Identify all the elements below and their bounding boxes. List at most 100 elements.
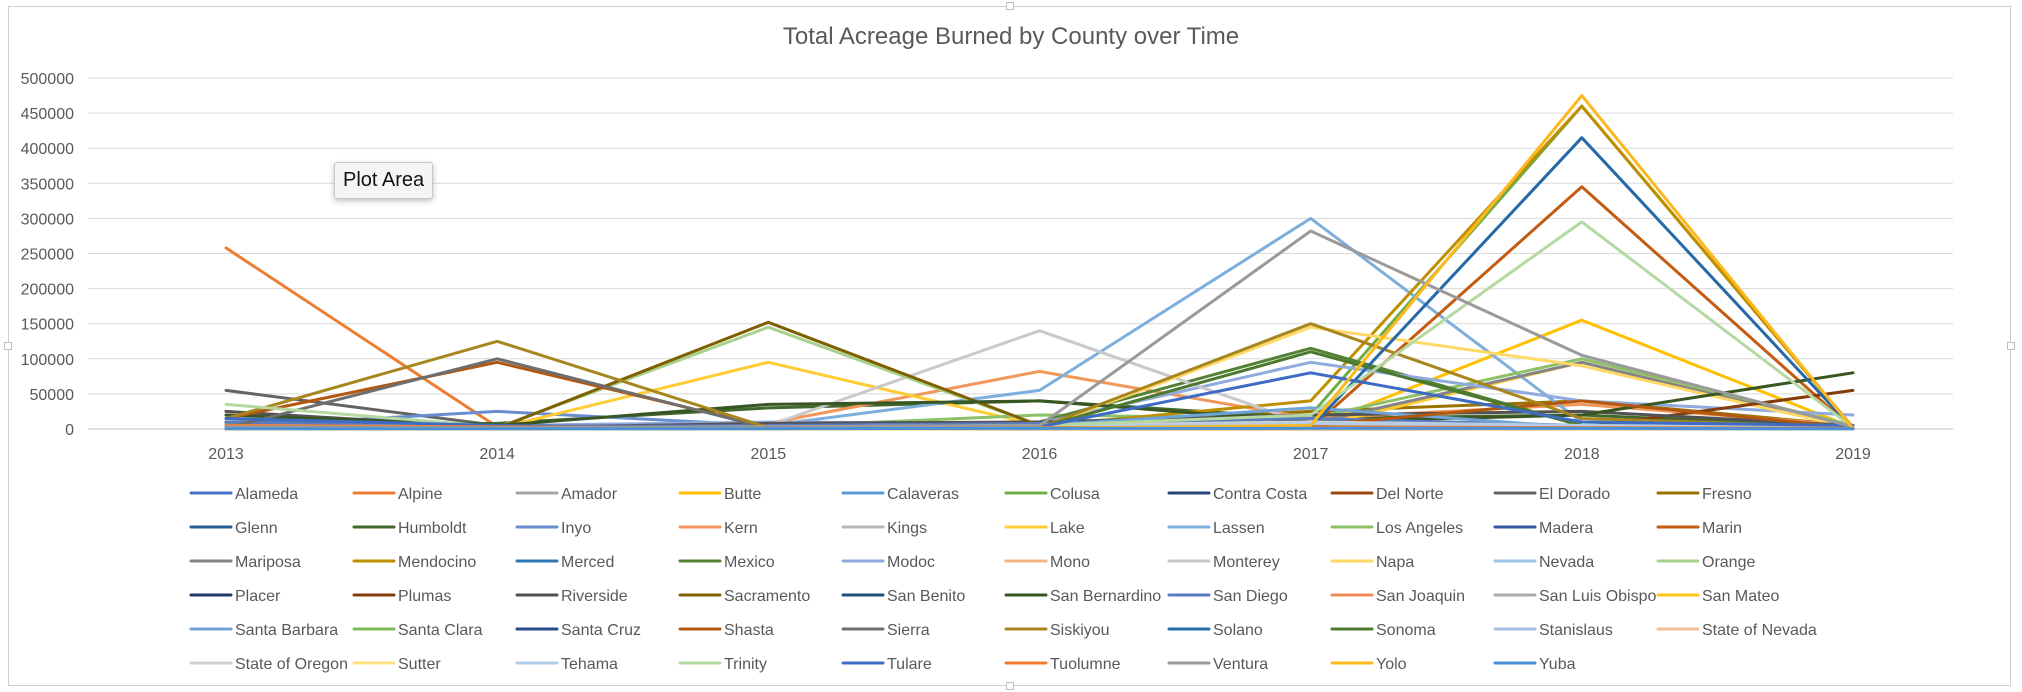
legend-item[interactable]: Placer bbox=[189, 588, 281, 605]
legend-item[interactable]: San Benito bbox=[841, 588, 965, 605]
legend-item[interactable]: Ventura bbox=[1167, 656, 1268, 673]
legend-label: San Mateo bbox=[1702, 588, 1779, 605]
legend-item[interactable]: Napa bbox=[1330, 554, 1414, 571]
legend-item[interactable]: Yolo bbox=[1330, 656, 1407, 673]
series-line-lassen[interactable] bbox=[224, 216, 1855, 430]
legend-label: Del Norte bbox=[1376, 486, 1444, 503]
series-lines[interactable] bbox=[224, 94, 1855, 431]
series-line-yuba[interactable] bbox=[224, 426, 1855, 431]
legend-item[interactable]: Santa Clara bbox=[352, 622, 483, 639]
series-line-colusa[interactable] bbox=[224, 104, 1855, 430]
legend-item[interactable]: State of Nevada bbox=[1656, 622, 1817, 639]
legend-item[interactable]: Madera bbox=[1493, 520, 1593, 537]
legend-item[interactable]: Humboldt bbox=[352, 520, 467, 537]
legend-item[interactable]: Santa Barbara bbox=[189, 622, 338, 639]
legend[interactable]: Alameda Alpine Amador Butte Calaveras Colusa C… bbox=[189, 486, 1817, 673]
legend-label: Tehama bbox=[561, 656, 618, 673]
legend-item[interactable]: Butte bbox=[678, 486, 761, 503]
legend-item[interactable]: San Diego bbox=[1167, 588, 1288, 605]
legend-label: Glenn bbox=[235, 520, 278, 537]
legend-label: San Joaquin bbox=[1376, 588, 1465, 605]
legend-item[interactable]: Amador bbox=[515, 486, 618, 503]
legend-item[interactable]: Contra Costa bbox=[1167, 486, 1307, 503]
legend-label: Tulare bbox=[887, 656, 932, 673]
legend-item[interactable]: Monterey bbox=[1167, 554, 1280, 571]
series-line-yolo[interactable] bbox=[224, 94, 1855, 431]
legend-item[interactable]: Colusa bbox=[1004, 486, 1100, 503]
y-axis: 0 50000 100000 150000 200000 250000 300000 3500… bbox=[21, 71, 74, 439]
legend-item[interactable]: Shasta bbox=[678, 622, 774, 639]
x-tick-label: 2015 bbox=[751, 446, 787, 463]
legend-item[interactable]: Merced bbox=[515, 554, 614, 571]
legend-label: San Diego bbox=[1213, 588, 1288, 605]
legend-item[interactable]: San Bernardino bbox=[1004, 588, 1161, 605]
y-tick-label: 250000 bbox=[21, 247, 74, 264]
legend-label: Los Angeles bbox=[1376, 520, 1463, 537]
resize-handle-left[interactable] bbox=[4, 342, 12, 350]
series-line-marin[interactable] bbox=[224, 185, 1855, 431]
legend-item[interactable]: Santa Cruz bbox=[515, 622, 641, 639]
legend-label: Colusa bbox=[1050, 486, 1100, 503]
legend-item[interactable]: Tuolumne bbox=[1004, 656, 1121, 673]
legend-item[interactable]: State of Oregon bbox=[189, 656, 348, 673]
legend-item[interactable]: Glenn bbox=[189, 520, 278, 537]
legend-item[interactable]: Los Angeles bbox=[1330, 520, 1463, 537]
legend-item[interactable]: Mexico bbox=[678, 554, 775, 571]
legend-item[interactable]: Yuba bbox=[1493, 656, 1576, 673]
legend-item[interactable]: Trinity bbox=[678, 656, 767, 673]
legend-item[interactable]: Sutter bbox=[352, 656, 441, 673]
legend-item[interactable]: Solano bbox=[1167, 622, 1263, 639]
legend-item[interactable]: Kings bbox=[841, 520, 927, 537]
legend-item[interactable]: Alameda bbox=[189, 486, 298, 503]
x-tick-label: 2013 bbox=[208, 446, 244, 463]
resize-handle-right[interactable] bbox=[2007, 342, 2015, 350]
x-tick-label: 2014 bbox=[479, 446, 515, 463]
legend-item[interactable]: Kern bbox=[678, 520, 758, 537]
legend-item[interactable]: Del Norte bbox=[1330, 486, 1444, 503]
legend-item[interactable]: Mendocino bbox=[352, 554, 476, 571]
legend-label: Stanislaus bbox=[1539, 622, 1613, 639]
legend-item[interactable]: El Dorado bbox=[1493, 486, 1610, 503]
legend-item[interactable]: San Joaquin bbox=[1330, 588, 1465, 605]
legend-item[interactable]: Inyo bbox=[515, 520, 591, 537]
legend-label: Yuba bbox=[1539, 656, 1576, 673]
series-line-solano[interactable] bbox=[224, 136, 1855, 431]
legend-item[interactable]: Riverside bbox=[515, 588, 628, 605]
legend-label: Mariposa bbox=[235, 554, 301, 571]
legend-label: Mono bbox=[1050, 554, 1090, 571]
y-tick-label: 100000 bbox=[21, 352, 74, 369]
legend-item[interactable]: Stanislaus bbox=[1493, 622, 1613, 639]
legend-item[interactable]: Lassen bbox=[1167, 520, 1265, 537]
y-tick-label: 150000 bbox=[21, 317, 74, 334]
y-tick-label: 200000 bbox=[21, 282, 74, 299]
series-line-trinity[interactable] bbox=[224, 220, 1855, 430]
resize-handle-bottom[interactable] bbox=[1006, 682, 1014, 690]
legend-item[interactable]: Orange bbox=[1656, 554, 1755, 571]
legend-item[interactable]: Modoc bbox=[841, 554, 935, 571]
legend-item[interactable]: Marin bbox=[1656, 520, 1742, 537]
legend-item[interactable]: Alpine bbox=[352, 486, 443, 503]
legend-item[interactable]: Sierra bbox=[841, 622, 930, 639]
legend-item[interactable]: Tulare bbox=[841, 656, 932, 673]
legend-label: San Bernardino bbox=[1050, 588, 1161, 605]
legend-label: Monterey bbox=[1213, 554, 1280, 571]
legend-item[interactable]: Plumas bbox=[352, 588, 451, 605]
legend-item[interactable]: Mono bbox=[1004, 554, 1090, 571]
legend-item[interactable]: Tehama bbox=[515, 656, 618, 673]
legend-item[interactable]: Fresno bbox=[1656, 486, 1752, 503]
resize-handle-top[interactable] bbox=[1006, 2, 1014, 10]
chart-frame[interactable] bbox=[8, 6, 2011, 686]
legend-item[interactable]: Calaveras bbox=[841, 486, 959, 503]
legend-item[interactable]: San Luis Obispo bbox=[1493, 588, 1657, 605]
legend-item[interactable]: Siskiyou bbox=[1004, 622, 1110, 639]
legend-item[interactable]: Lake bbox=[1004, 520, 1085, 537]
y-tick-label: 350000 bbox=[21, 176, 74, 193]
legend-item[interactable]: Nevada bbox=[1493, 554, 1594, 571]
legend-item[interactable]: Sonoma bbox=[1330, 622, 1436, 639]
legend-item[interactable]: Mariposa bbox=[189, 554, 301, 571]
series-line-mendocino[interactable] bbox=[224, 104, 1855, 430]
legend-label: Lassen bbox=[1213, 520, 1265, 537]
legend-item[interactable]: Sacramento bbox=[678, 588, 810, 605]
legend-item[interactable]: San Mateo bbox=[1656, 588, 1779, 605]
